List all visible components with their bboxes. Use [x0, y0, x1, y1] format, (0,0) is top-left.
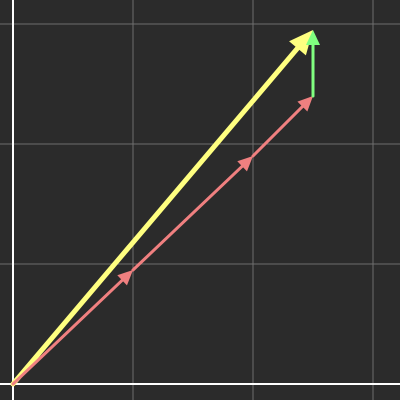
vector-step-2	[131, 156, 253, 272]
vector-step-3-arrowhead	[297, 96, 313, 112]
vector-step-1	[11, 270, 133, 386]
vector-resultant	[10, 30, 313, 387]
vector-correction-arrowhead	[306, 30, 320, 45]
vector-step-2-shaft	[131, 163, 246, 272]
vectors	[10, 30, 320, 387]
vector-resultant-shaft	[10, 44, 302, 387]
vector-resultant-arrowhead	[289, 30, 313, 56]
vector-step-3-shaft	[251, 103, 306, 158]
vector-step-3	[251, 96, 313, 158]
vector-step-1-shaft	[11, 277, 126, 386]
vector-step-1-arrowhead	[117, 270, 133, 286]
vector-correction	[306, 30, 320, 98]
vector-step-2-arrowhead	[237, 156, 253, 172]
